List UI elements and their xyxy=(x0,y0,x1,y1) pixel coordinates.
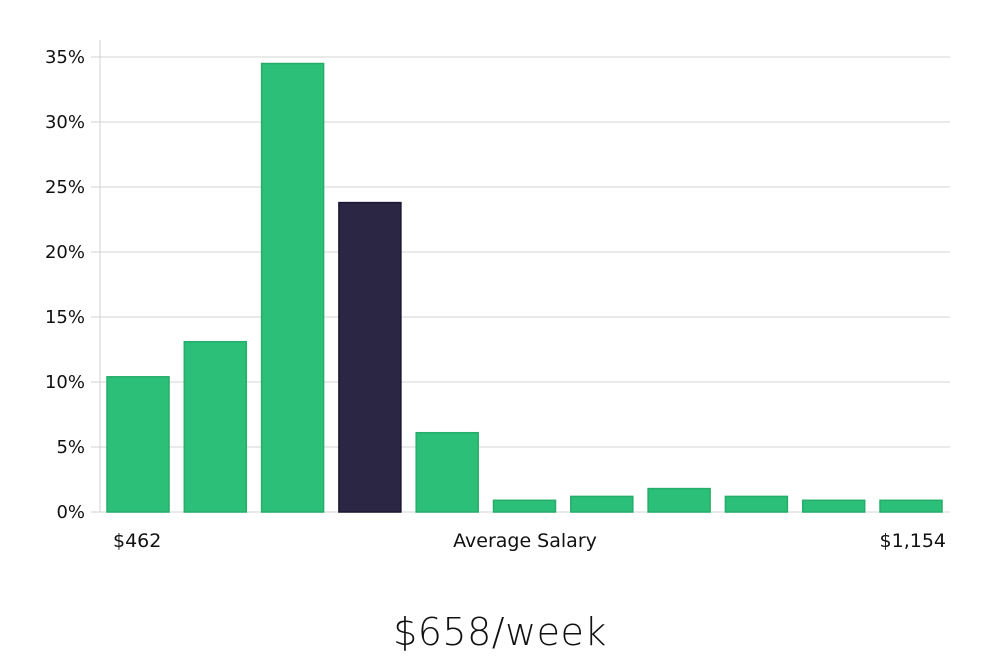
average-salary-caption: $658/week xyxy=(393,610,607,654)
bar xyxy=(106,376,170,513)
y-tick-label: 20% xyxy=(45,242,85,263)
bar-highlighted xyxy=(338,201,402,513)
y-tick-label: 10% xyxy=(45,372,85,393)
bar xyxy=(415,431,479,513)
x-axis-label: Average Salary xyxy=(453,530,597,552)
y-tick-label: 35% xyxy=(45,47,85,68)
y-tick-labels: 0% 5% 10% 15% 20% 25% 30% 35% xyxy=(45,47,85,523)
bar xyxy=(724,495,789,513)
salary-histogram: 0% 5% 10% 15% 20% 25% 30% 35% $462 Average Sala… xyxy=(45,40,950,552)
bar xyxy=(801,499,866,513)
y-tick-label: 0% xyxy=(56,502,85,523)
bar xyxy=(647,487,711,513)
bars xyxy=(106,62,943,513)
y-tick-label: 5% xyxy=(56,437,85,458)
x-min-label: $462 xyxy=(113,530,161,552)
bar xyxy=(492,499,557,513)
bar xyxy=(570,495,634,513)
x-max-label: $1,154 xyxy=(880,530,946,552)
y-tick-label: 25% xyxy=(45,177,85,198)
bar xyxy=(260,62,325,513)
bar xyxy=(183,340,248,513)
y-tick-label: 30% xyxy=(45,112,85,133)
bar xyxy=(879,499,943,513)
y-tick-label: 15% xyxy=(45,307,85,328)
